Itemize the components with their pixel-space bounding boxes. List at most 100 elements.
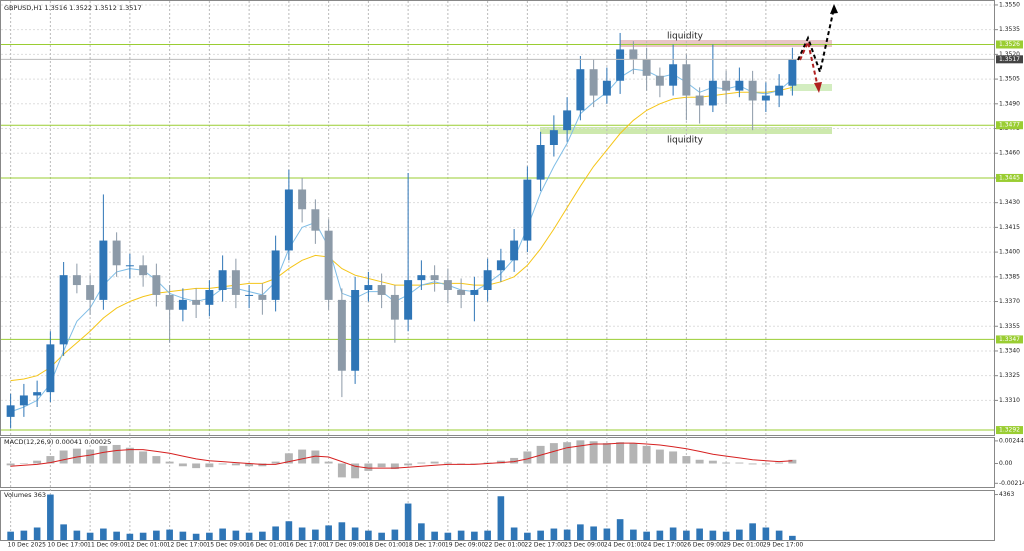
macd-signal (10, 442, 793, 469)
volume-bar (550, 528, 558, 540)
candle-body (33, 392, 42, 396)
candle-body (178, 299, 187, 310)
macd-bar (669, 451, 678, 464)
volume-bar (563, 529, 571, 540)
arrow-head (814, 82, 822, 93)
volume-bar (590, 526, 597, 540)
candle-body (72, 275, 81, 286)
volume-bar (86, 532, 94, 540)
candle-body (470, 290, 479, 295)
macd-bar (523, 451, 532, 464)
candle-body (99, 240, 108, 300)
candle-body (139, 265, 148, 276)
level-label-box (996, 40, 1023, 49)
macd-title: MACD(12,26,9) 0.00041 0.00025 (4, 438, 111, 446)
candle-body (602, 80, 611, 96)
macd-bar (576, 440, 585, 464)
candle-body (616, 49, 625, 81)
macd-bar (510, 457, 519, 464)
candle-body (231, 270, 240, 295)
volume-bar (113, 531, 120, 540)
macd-bar (695, 459, 704, 464)
macd-bar (112, 444, 121, 464)
volume-bar (762, 527, 770, 540)
volume-bar (391, 529, 399, 540)
chart-title: GBPUSD,H1 1.3516 1.3522 1.3512 1.3517 (4, 4, 142, 12)
x-tick-label: 10 Dec 17:00 (47, 542, 88, 549)
macd-bar (430, 461, 439, 464)
candle-body (19, 395, 28, 406)
volume-bar (206, 532, 213, 540)
candle-body (59, 275, 68, 345)
volume-bar (179, 531, 187, 540)
x-tick-label: 24 Dec 17:00 (644, 542, 685, 549)
candle-body (775, 85, 784, 96)
candle-body (549, 130, 558, 145)
x-tick-label: 26 Dec 09:00 (683, 542, 724, 549)
y-tick-label: 1.3385 (999, 273, 1020, 280)
macd-bar (629, 443, 638, 464)
candle-body (152, 275, 161, 295)
macd-bar (602, 443, 611, 464)
volume-bar (696, 528, 703, 540)
price-panel (0, 0, 995, 436)
volume-bar (431, 531, 438, 540)
volume-bar (153, 530, 160, 540)
volume-bar (7, 531, 14, 540)
volume-bar (259, 531, 266, 540)
volume-bar (47, 494, 54, 540)
x-tick-label: 24 Dec 01:00 (604, 542, 645, 549)
candle-body (192, 299, 201, 305)
macd-bar (788, 459, 797, 464)
volume-bar (60, 524, 67, 540)
volume-bar (510, 527, 518, 540)
macd-bar (139, 451, 148, 464)
macd-bar (178, 463, 187, 467)
arrow-head (830, 4, 838, 14)
y-tick-label: 1.3310 (999, 397, 1020, 404)
candle-body (443, 280, 452, 290)
macd-bar (72, 448, 81, 464)
last-price-label: 1.3517 (999, 56, 1020, 63)
volume-bar (338, 522, 346, 540)
y-tick-label: 1.3520 (999, 51, 1020, 58)
level-label: 1.3347 (999, 336, 1020, 343)
macd-bar (655, 449, 664, 464)
macd-bar (19, 463, 28, 464)
volume-panel (0, 490, 995, 541)
candle-body (6, 405, 15, 417)
candle-body (112, 240, 121, 266)
level-label: 1.3526 (999, 41, 1020, 48)
volume-bar (285, 521, 293, 540)
volume-bar (457, 530, 465, 540)
candle-body (46, 344, 55, 393)
candle-body (708, 80, 717, 106)
candle-body (655, 75, 664, 86)
macd-bar (125, 447, 134, 464)
macd-bar (775, 462, 784, 464)
candle-body (205, 290, 214, 305)
volume-bar (33, 527, 41, 540)
volume-bar (669, 527, 677, 540)
volume-bar (603, 528, 611, 540)
volume-bar (497, 496, 505, 540)
x-tick-label: 18 Dec 17:00 (405, 542, 446, 549)
volume-bar (139, 532, 147, 540)
volume-bar (312, 529, 319, 540)
candle-body (404, 280, 413, 320)
candle-body (523, 179, 532, 241)
volume-bar (537, 530, 544, 540)
volume-bar (378, 532, 385, 540)
macd-bar (59, 450, 68, 464)
candle-body (298, 189, 307, 210)
macd-bar (86, 449, 95, 464)
macd-bar (324, 461, 333, 464)
candle-body (390, 294, 399, 320)
level-label-box (996, 173, 1023, 182)
macd-bar (337, 463, 346, 478)
candle-body (788, 59, 797, 86)
candle-body (735, 80, 744, 91)
y-tick-label: 1.3490 (999, 100, 1020, 107)
macd-bar (390, 463, 399, 470)
macd-bar (46, 456, 55, 464)
